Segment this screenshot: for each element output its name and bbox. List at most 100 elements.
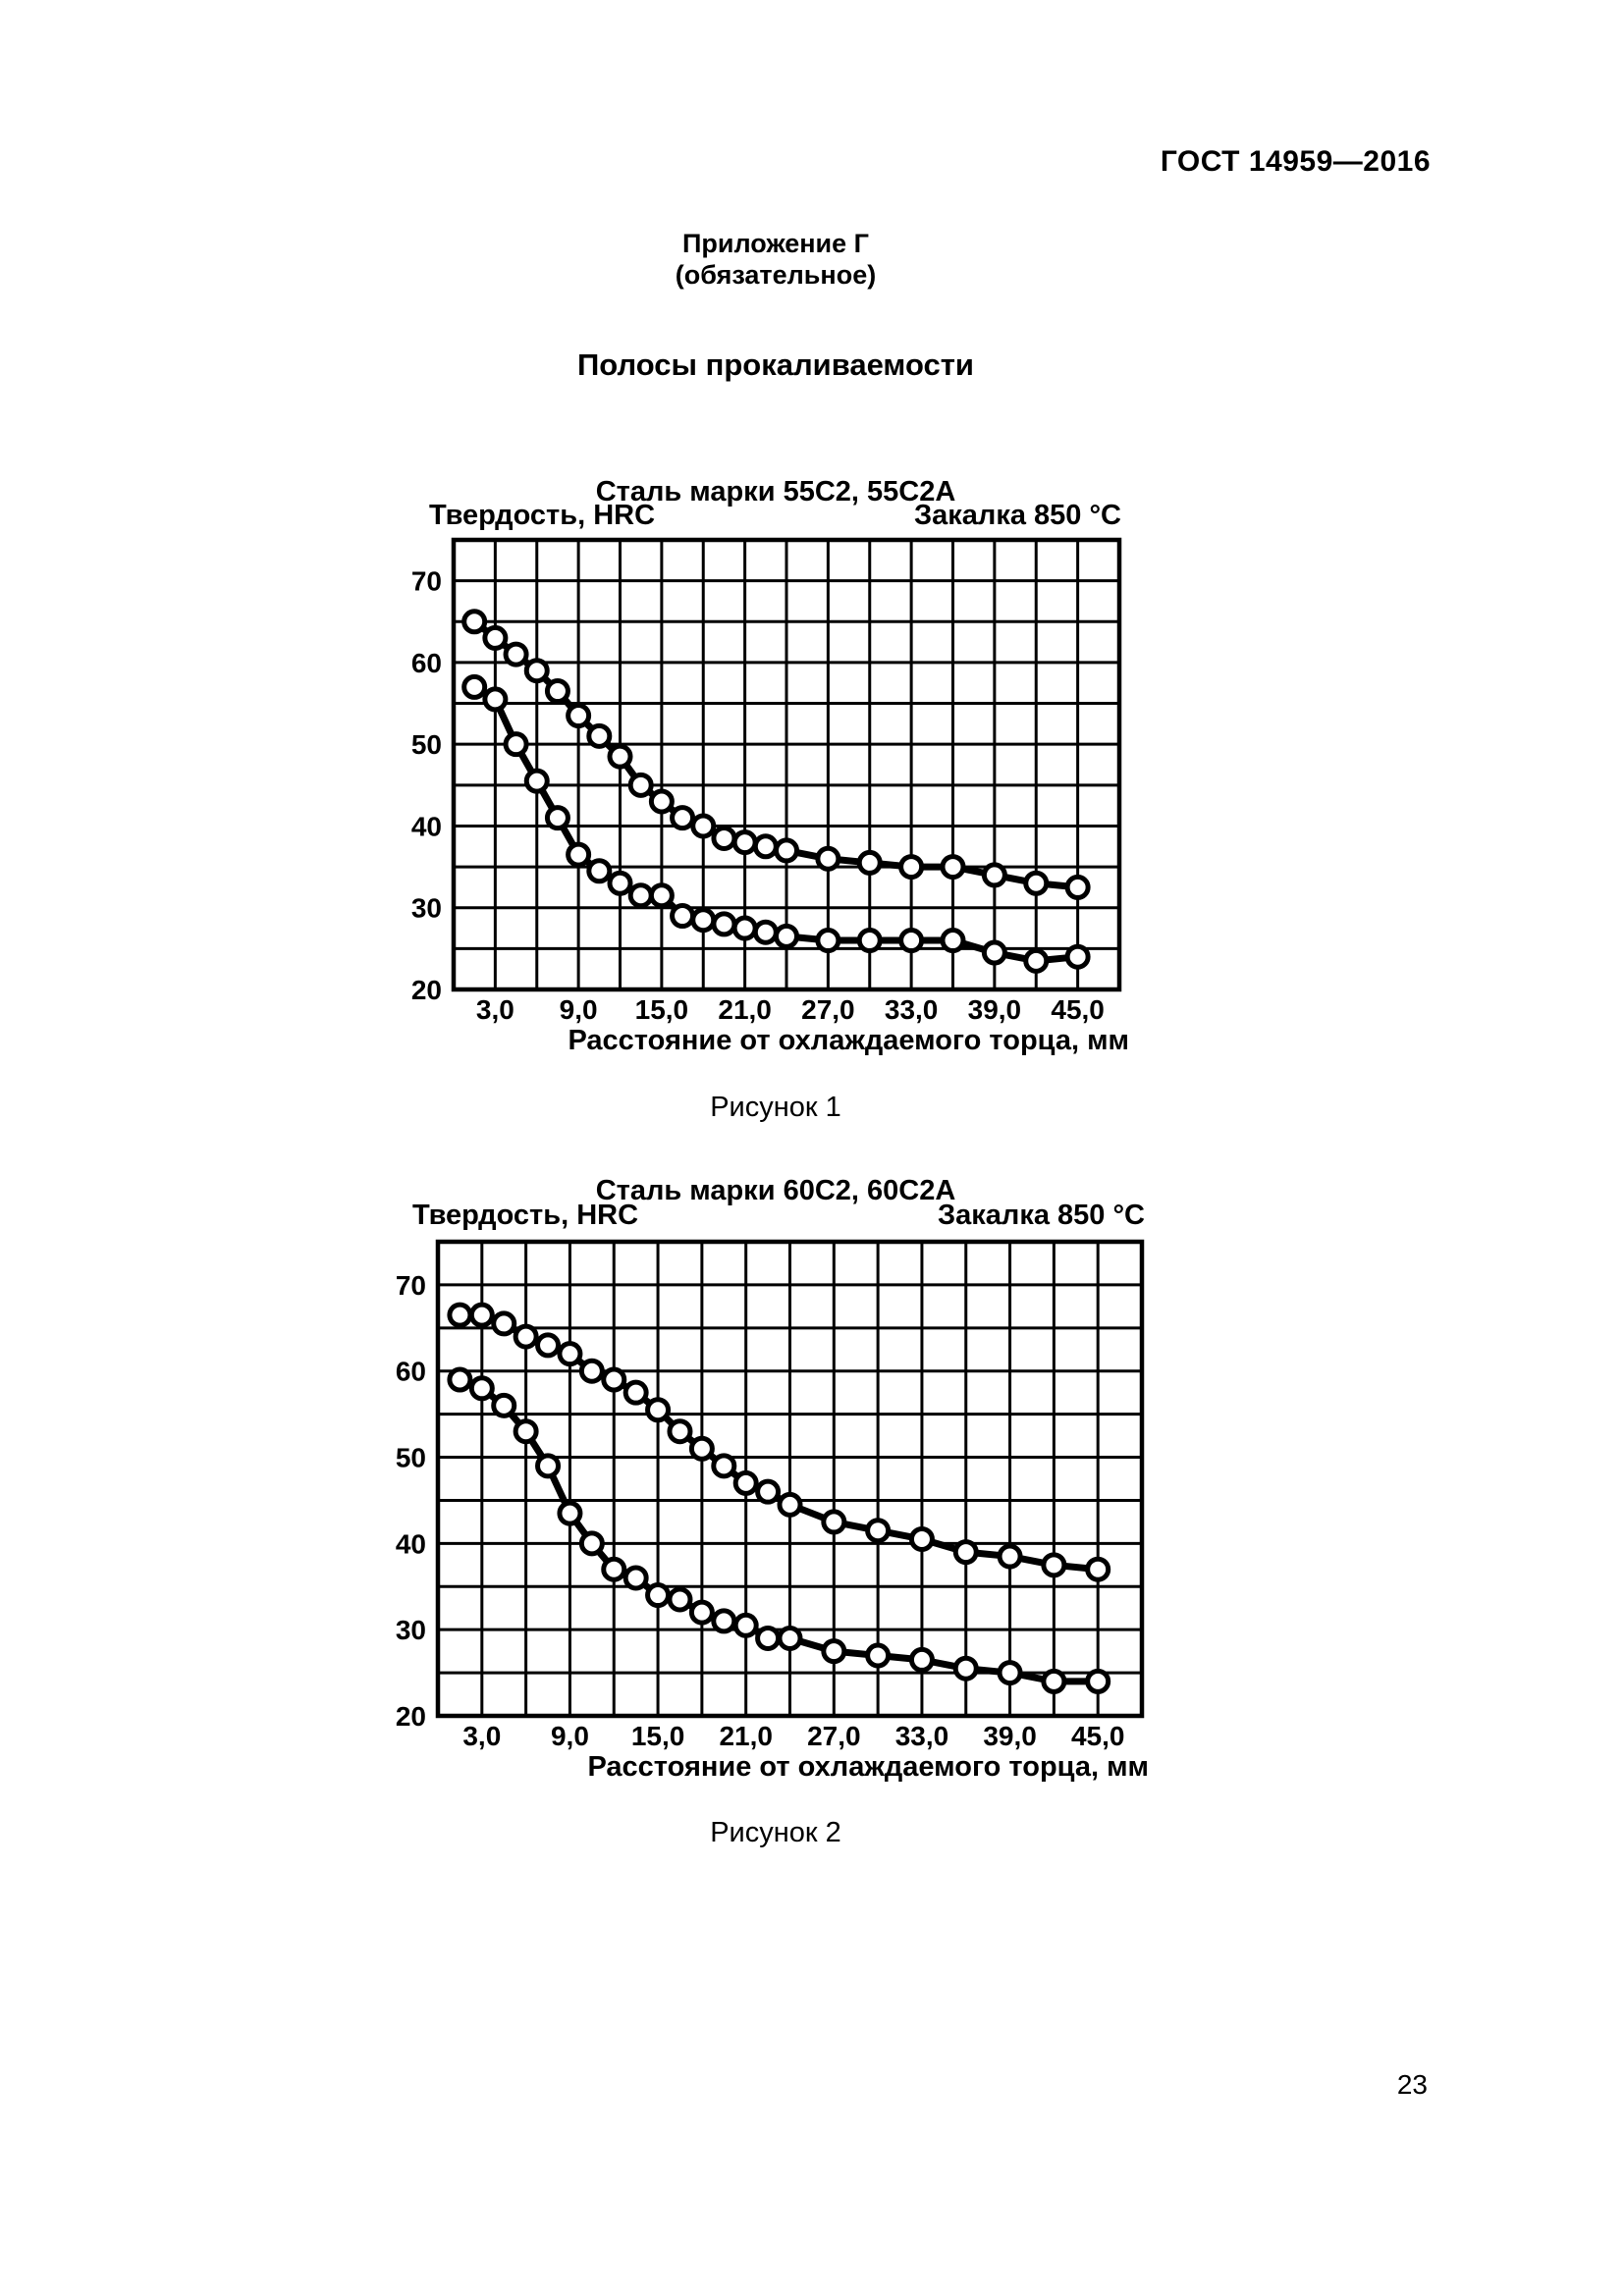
quench-temperature-annotation: Закалка 850 °С: [913, 500, 1121, 531]
chart-title: Сталь марки 55С2, 55С2А: [595, 476, 956, 507]
document-header: ГОСТ 14959—2016: [1160, 145, 1431, 178]
y-tick-label: 20: [411, 975, 442, 1005]
data-point-lower-band: [535, 1453, 562, 1479]
data-point-lower-band: [731, 915, 758, 941]
quench-temperature-annotation: Закалка 850 °С: [937, 1200, 1145, 1231]
data-point-upper-band: [688, 1435, 715, 1462]
data-point-upper-band: [898, 854, 925, 881]
data-point-lower-band: [732, 1612, 759, 1638]
data-point-lower-band: [940, 928, 966, 954]
hardenability-band-chart-1: 20 30 40 50 60 70 3,0 9,0 15,0 21,0 27,0 33,0 39,0 45…: [411, 537, 1122, 1025]
data-point-lower-band: [491, 1392, 517, 1418]
data-point-upper-band: [468, 1302, 495, 1328]
y-tick-label: 30: [411, 893, 442, 924]
data-point-lower-band: [774, 923, 799, 949]
x-tick-label: 3,0: [476, 994, 514, 1025]
data-point-lower-band: [544, 805, 570, 831]
data-point-upper-band: [774, 837, 799, 864]
plot-frame: [435, 1239, 1145, 1719]
data-point-lower-band: [447, 1366, 473, 1393]
data-point-upper-band: [1085, 1556, 1111, 1582]
data-point-lower-band: [607, 870, 633, 896]
data-point-lower-band: [645, 1582, 672, 1609]
y-axis-label: Твердость, HRC: [429, 500, 656, 531]
x-tick-label: 9,0: [560, 994, 598, 1025]
y-tick-label: 50: [396, 1443, 426, 1473]
x-tick-label: 45,0: [1071, 1721, 1125, 1751]
y-tick-label: 30: [396, 1615, 426, 1645]
data-point-upper-band: [821, 1509, 847, 1535]
data-point-upper-band: [865, 1518, 892, 1544]
data-point-lower-band: [815, 928, 841, 954]
data-point-upper-band: [623, 1379, 649, 1406]
appendix-title: Приложение Г: [682, 229, 869, 258]
data-point-lower-band: [523, 768, 550, 794]
data-point-upper-band: [544, 678, 570, 705]
data-point-upper-band: [447, 1302, 473, 1328]
data-point-upper-band: [981, 862, 1007, 888]
data-point-upper-band: [908, 1525, 935, 1552]
data-point-upper-band: [513, 1323, 539, 1350]
data-point-upper-band: [731, 829, 758, 856]
x-tick-label: 21,0: [719, 1721, 773, 1751]
x-axis-label: Расстояние от охлаждаемого торца, мм: [587, 1751, 1149, 1783]
x-axis-label: Расстояние от охлаждаемого торца, мм: [568, 1025, 1129, 1056]
x-tick-label: 3,0: [462, 1721, 501, 1751]
x-tick-label: 39,0: [983, 1721, 1037, 1751]
data-point-upper-band: [755, 1478, 782, 1505]
data-point-lower-band: [468, 1375, 495, 1402]
page-title: Полосы прокаливаемости: [577, 347, 974, 382]
data-point-upper-band: [535, 1332, 562, 1359]
data-point-upper-band: [491, 1310, 517, 1337]
data-point-lower-band: [952, 1655, 979, 1682]
data-point-lower-band: [1041, 1668, 1067, 1694]
data-point-lower-band: [865, 1642, 892, 1669]
data-point-upper-band: [690, 813, 717, 839]
data-point-lower-band: [601, 1556, 627, 1582]
x-tick-label: 45,0: [1051, 994, 1105, 1025]
data-point-upper-band: [648, 788, 675, 815]
data-point-lower-band: [670, 903, 696, 930]
x-tick-label: 27,0: [807, 1721, 861, 1751]
data-point-lower-band: [711, 1608, 737, 1634]
data-point-upper-band: [711, 1453, 737, 1479]
data-point-lower-band: [482, 686, 509, 713]
data-point-upper-band: [601, 1366, 627, 1393]
data-point-lower-band: [1064, 943, 1091, 970]
data-point-lower-band: [690, 907, 717, 934]
y-tick-label: 70: [396, 1270, 426, 1301]
data-point-upper-band: [503, 641, 529, 667]
data-point-upper-band: [940, 854, 966, 881]
x-tick-label: 33,0: [885, 994, 939, 1025]
data-point-lower-band: [997, 1660, 1023, 1686]
data-point-upper-band: [607, 743, 633, 770]
data-point-upper-band: [997, 1543, 1023, 1570]
data-point-lower-band: [688, 1599, 715, 1626]
data-point-lower-band: [898, 928, 925, 954]
data-point-upper-band: [586, 722, 613, 749]
data-point-lower-band: [908, 1646, 935, 1673]
data-point-lower-band: [648, 882, 675, 909]
data-point-upper-band: [1023, 870, 1050, 896]
data-point-lower-band: [777, 1625, 803, 1651]
y-tick-label: 60: [396, 1357, 426, 1387]
data-point-lower-band: [752, 919, 779, 945]
data-point-upper-band: [1041, 1552, 1067, 1578]
data-point-upper-band: [645, 1397, 672, 1423]
data-point-lower-band: [627, 882, 654, 909]
data-point-upper-band: [856, 849, 883, 876]
plot-frame: [451, 537, 1122, 992]
data-point-upper-band: [566, 703, 592, 729]
data-point-lower-band: [503, 731, 529, 758]
x-tick-label: 21,0: [718, 994, 772, 1025]
data-point-lower-band: [461, 673, 488, 700]
data-point-lower-band: [856, 928, 883, 954]
hardenability-band-chart-2: 20 30 40 50 60 70 3,0 9,0 15,0 21,0 27,0 33,0 39,0 45…: [396, 1239, 1145, 1751]
chart-title: Сталь марки 60С2, 60С2А: [595, 1175, 956, 1206]
data-point-lower-band: [513, 1418, 539, 1445]
y-tick-label: 70: [411, 566, 442, 597]
data-point-upper-band: [670, 805, 696, 831]
data-point-upper-band: [815, 845, 841, 872]
y-tick-label: 60: [411, 648, 442, 678]
x-tick-label: 15,0: [631, 1721, 685, 1751]
